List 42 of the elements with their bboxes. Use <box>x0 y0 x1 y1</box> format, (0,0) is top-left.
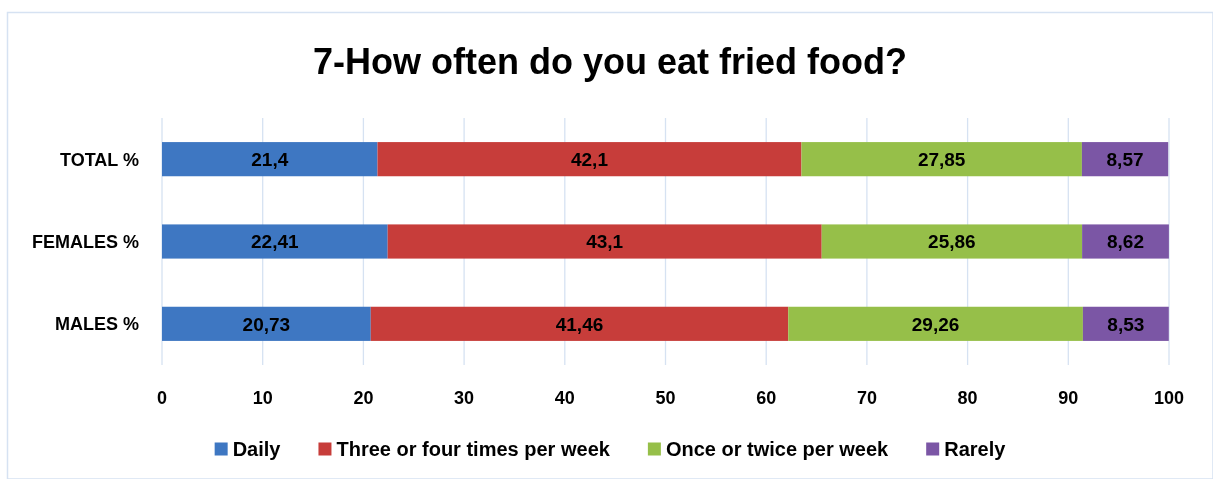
x-tick-label: 100 <box>1153 388 1185 408</box>
data-label: 20,73 <box>242 313 291 335</box>
x-tick-label: 60 <box>756 388 777 408</box>
bar <box>162 142 378 177</box>
data-label: 21,4 <box>251 149 289 171</box>
y-tick-label: MALES % <box>54 314 139 335</box>
x-tick-label: 70 <box>856 388 877 408</box>
x-tick-label: 0 <box>156 388 168 408</box>
bar <box>788 306 1083 341</box>
x-tick-label: 80 <box>957 388 978 408</box>
x-tick-label: 90 <box>1058 388 1079 408</box>
data-label: 8,53 <box>1107 313 1145 335</box>
bar <box>821 224 1083 259</box>
data-label: 8,62 <box>1107 231 1144 253</box>
legend-label: Three or four times per week <box>336 438 611 461</box>
x-tick-label: 10 <box>252 388 273 408</box>
legend-label: Daily <box>232 438 282 461</box>
legend-label: Once or twice per week <box>665 438 890 461</box>
bar <box>162 224 388 259</box>
data-label: 22,41 <box>251 231 300 253</box>
bar <box>377 142 802 177</box>
chart-title: 7-How often do you eat fried food? <box>313 41 907 82</box>
data-label: 43,1 <box>586 231 624 253</box>
data-label: 8,57 <box>1106 149 1144 171</box>
bar <box>1081 142 1169 177</box>
bar <box>1082 224 1169 259</box>
bar <box>801 142 1082 177</box>
bar <box>370 306 789 341</box>
legend-label: Rarely <box>944 438 1007 461</box>
data-label: 29,26 <box>911 313 960 335</box>
x-tick-label: 30 <box>454 388 475 408</box>
x-tick-label: 40 <box>554 388 575 408</box>
x-tick-label: 20 <box>353 388 374 408</box>
data-label: 41,46 <box>555 313 604 335</box>
y-tick-label: FEMALES % <box>31 231 139 252</box>
data-label: 27,85 <box>917 149 966 171</box>
bar <box>162 306 371 341</box>
bar <box>387 224 822 259</box>
y-tick-label: TOTAL % <box>59 149 139 170</box>
data-label: 25,86 <box>928 231 976 253</box>
x-tick-label: 50 <box>655 388 676 408</box>
data-label: 42,1 <box>570 149 609 171</box>
